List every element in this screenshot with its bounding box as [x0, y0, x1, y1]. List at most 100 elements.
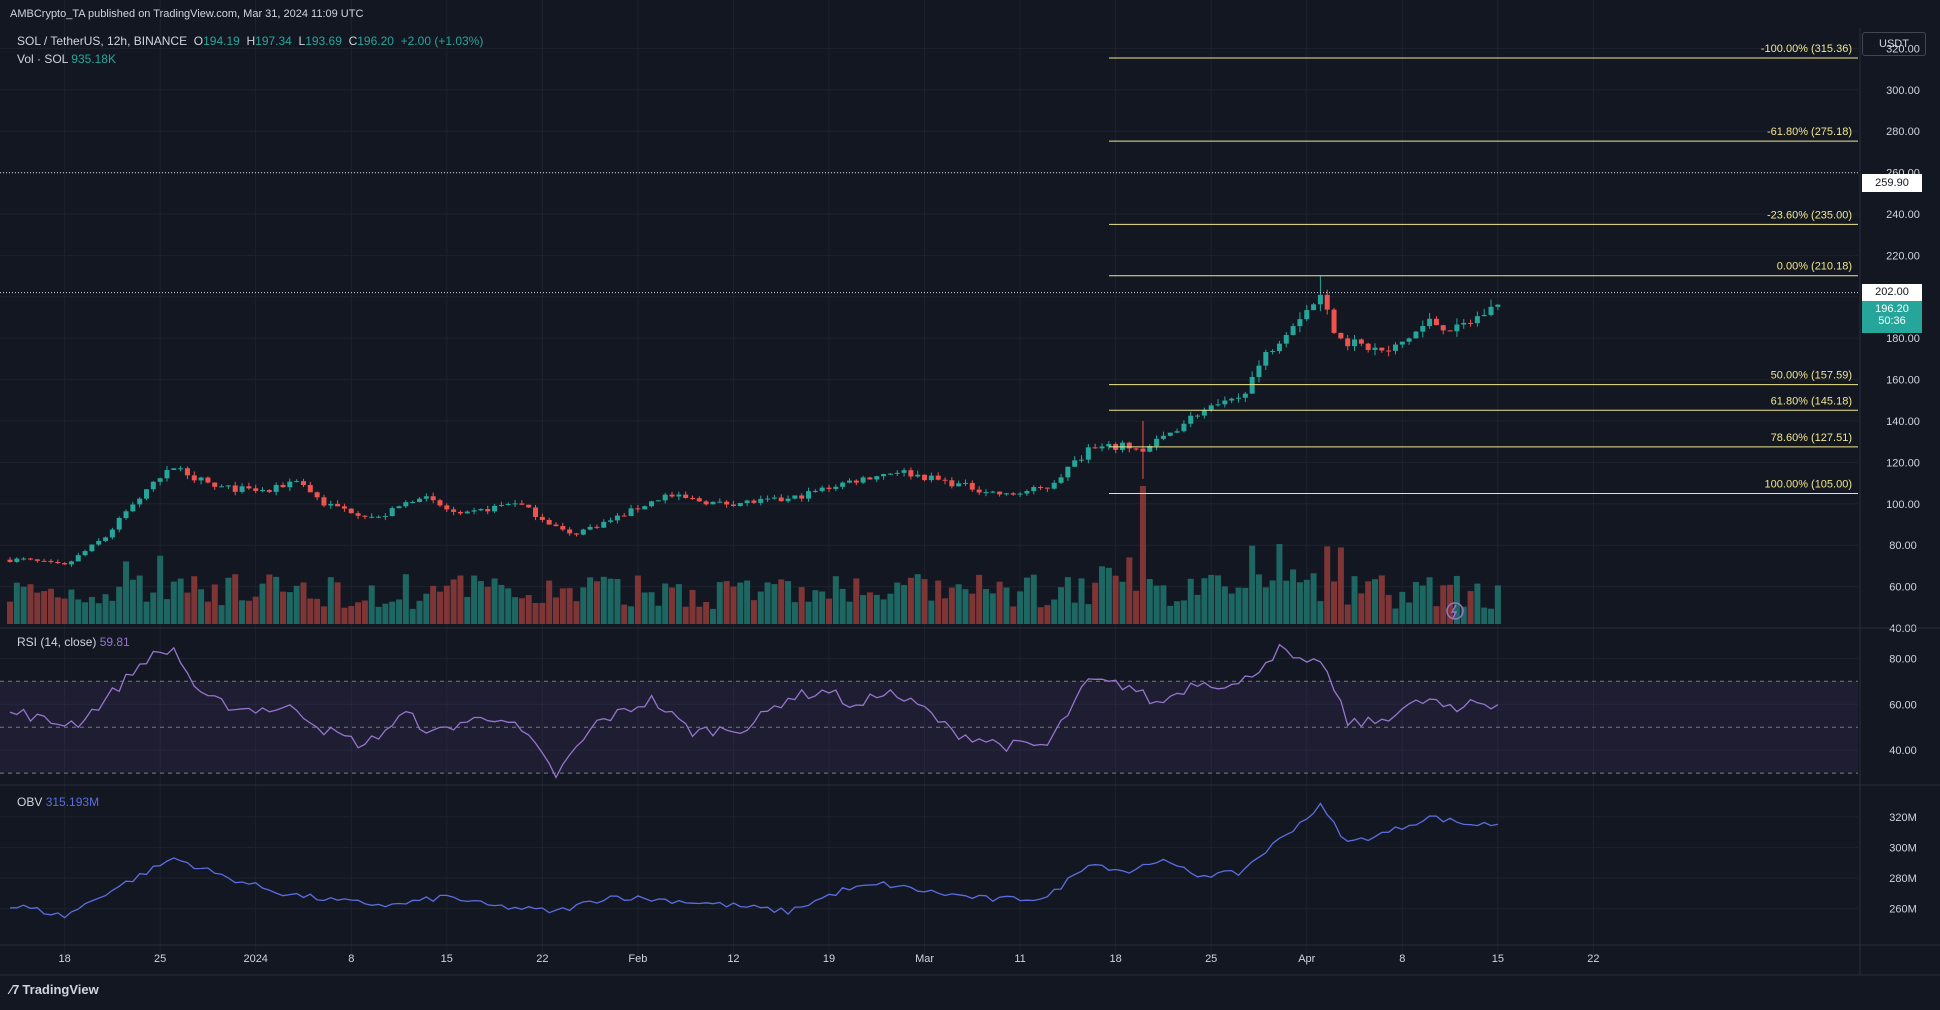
candle-body	[1031, 487, 1037, 492]
candle-body	[533, 507, 539, 517]
volume-histogram	[7, 486, 1501, 624]
candle-body	[1147, 446, 1153, 452]
volume-bar	[327, 577, 334, 624]
symbol-pair[interactable]: SOL / TetherUS, 12h, BINANCE	[17, 34, 188, 48]
price-tick-5: 220.00	[1886, 250, 1920, 262]
volume-bar	[1010, 606, 1017, 624]
volume-bar	[177, 578, 184, 624]
volume-bar	[13, 582, 20, 624]
price-tick-13: 60.00	[1889, 582, 1917, 594]
candle-body	[130, 504, 136, 512]
replay-icon-ring	[1446, 602, 1464, 620]
candle-body	[1017, 493, 1023, 495]
candle-body	[765, 498, 771, 500]
volume-bar	[696, 606, 703, 624]
candle-body	[887, 473, 893, 475]
candle-body	[553, 524, 559, 527]
currency-selector[interactable]: USDT	[1862, 32, 1926, 56]
volume-bar	[580, 587, 587, 624]
rsi-label[interactable]: RSI (14, close)	[17, 635, 97, 649]
candle-body	[846, 480, 852, 483]
candle-body	[778, 497, 784, 502]
candle-body	[417, 498, 422, 502]
volume-bar	[204, 601, 211, 624]
open-label: O	[193, 34, 204, 48]
candle-body	[621, 515, 627, 517]
candle-body	[109, 529, 115, 538]
volume-bar	[962, 589, 969, 624]
candle-body	[915, 474, 921, 477]
volume-bar	[587, 577, 594, 624]
candle-body	[164, 469, 170, 479]
candle-body	[1474, 316, 1480, 324]
candle-body	[669, 494, 675, 497]
candle-body	[430, 496, 436, 501]
volume-bar	[375, 606, 382, 624]
volume-value: 935.18K	[71, 52, 116, 66]
candle-body	[546, 519, 552, 525]
candle-body	[1338, 332, 1344, 339]
candle-body	[1392, 344, 1398, 351]
volume-label[interactable]: Vol · SOL	[17, 52, 68, 66]
candle-body	[1079, 459, 1085, 461]
tradingview-logo[interactable]: ⁄7 TradingView	[10, 982, 99, 997]
candle-body	[730, 504, 736, 507]
volume-bar	[737, 582, 744, 624]
volume-bar	[860, 595, 867, 624]
volume-bar	[703, 601, 710, 624]
volume-bar	[436, 591, 443, 624]
candle-body	[833, 486, 839, 489]
candle-body	[826, 487, 832, 489]
time-tick-3: 8	[348, 953, 354, 965]
candle-body	[587, 526, 593, 530]
candle-body	[266, 490, 272, 492]
volume-bar	[634, 575, 641, 624]
volume-bar	[1139, 486, 1146, 624]
candle-body	[806, 491, 812, 499]
candle-body	[273, 484, 279, 492]
candle-body	[1003, 493, 1009, 495]
candle-body	[1317, 294, 1323, 305]
fib-label-2: -23.60% (235.00)	[1767, 209, 1852, 221]
candle-body	[21, 558, 27, 560]
candle-body	[1461, 322, 1467, 325]
rsi-pane	[0, 643, 1858, 779]
candle-body	[1242, 393, 1248, 398]
volume-bar	[641, 592, 648, 624]
volume-bar	[1399, 591, 1406, 624]
time-tick-11: 18	[1110, 953, 1122, 965]
candle-body	[1270, 351, 1276, 353]
volume-bar	[914, 574, 921, 624]
volume-bar	[402, 574, 409, 624]
open-value: 194.19	[203, 34, 240, 48]
candle-body	[655, 500, 661, 502]
volume-bar	[1242, 587, 1249, 624]
tradingview-logo-icon: ⁄7	[10, 982, 20, 997]
volume-bar	[989, 593, 996, 624]
candle-body	[1488, 306, 1494, 315]
candle-body	[471, 510, 477, 512]
volume-bar	[976, 574, 983, 624]
candle-body	[942, 479, 948, 481]
time-tick-2: 2024	[243, 953, 267, 965]
volume-bar	[1303, 579, 1310, 624]
volume-bar	[34, 592, 41, 624]
candle-body	[737, 502, 743, 507]
volume-bar	[593, 581, 600, 624]
volume-bar	[1017, 591, 1024, 624]
volume-bar	[129, 579, 136, 624]
price-tick-4: 240.00	[1886, 209, 1920, 221]
price-tick-9: 140.00	[1886, 416, 1920, 428]
candle-body	[560, 526, 566, 530]
volume-bar	[1372, 579, 1378, 624]
candle-body	[362, 515, 368, 517]
obv-pane	[9, 802, 1499, 919]
candle-body	[676, 494, 682, 497]
candle-body	[96, 540, 102, 545]
volume-bar	[348, 606, 355, 624]
candle-body	[840, 482, 846, 487]
volume-bar	[7, 601, 13, 624]
volume-bar	[628, 606, 635, 624]
obv-label[interactable]: OBV	[17, 795, 43, 809]
